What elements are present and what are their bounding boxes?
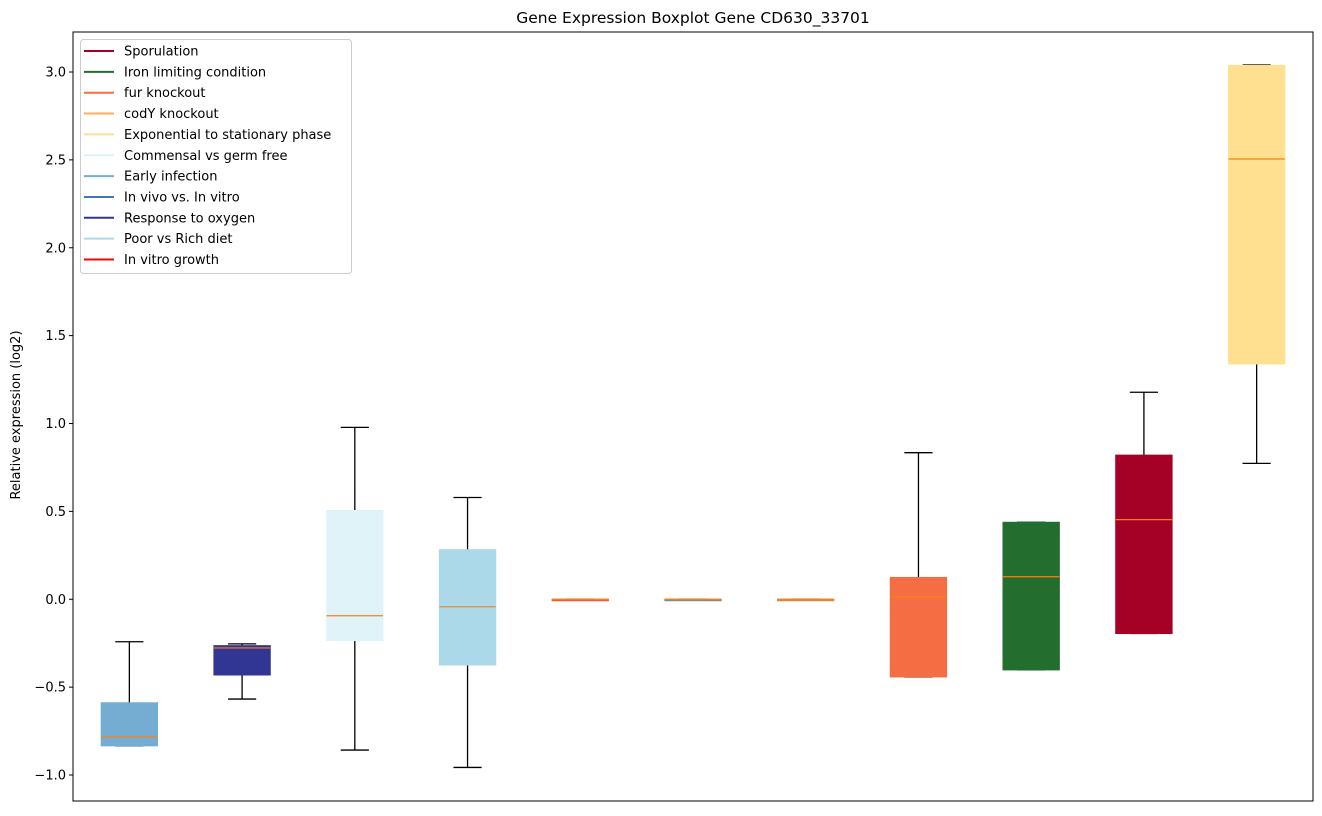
legend-frame <box>80 39 352 274</box>
y-tick-label: 2.0 <box>45 241 66 256</box>
legend-item: Iron limiting condition <box>84 65 266 80</box>
legend-item: In vivo vs. In vitro <box>84 190 240 205</box>
legend-item: Sporulation <box>84 45 199 60</box>
box-commensal-vs-germ-free <box>326 426 384 751</box>
y-tick-label: 1.0 <box>45 417 66 432</box>
box-iqr <box>100 702 159 747</box>
legend-label: fur knockout <box>124 86 206 101</box>
boxes-layer <box>100 64 1286 769</box>
legend-item: codY knockout <box>84 107 219 122</box>
legend-label: Response to oxygen <box>124 211 255 226</box>
y-tick-label: 3.0 <box>45 66 66 81</box>
legend-label: Commensal vs germ free <box>124 149 287 164</box>
box-iqr <box>889 576 948 678</box>
legend-item: Poor vs Rich diet <box>84 232 232 247</box>
y-tick-label: 0.0 <box>45 593 66 608</box>
y-tick-label: −0.5 <box>34 681 66 696</box>
legend-label: In vitro growth <box>124 253 219 268</box>
y-tick-label: 0.5 <box>45 505 66 520</box>
legend-label: Iron limiting condition <box>124 65 266 80</box>
box-iqr <box>1115 454 1173 635</box>
box-response-to-oxygen <box>213 643 271 700</box>
box-cody-knockout <box>777 598 835 602</box>
box-fur-knockout <box>889 452 948 678</box>
chart-title: Gene Expression Boxplot Gene CD630_33701 <box>516 9 870 28</box>
box-exponential-to-stationary-phase <box>1227 64 1286 465</box>
plot-frame <box>72 31 1314 802</box>
box-iqr <box>326 509 384 642</box>
box-iqr <box>213 645 271 676</box>
legend-label: In vivo vs. In vitro <box>124 190 240 205</box>
box-sporulation <box>1115 391 1173 635</box>
legend-item: In vitro growth <box>84 253 219 268</box>
box-iqr <box>1227 64 1286 365</box>
legend-label: Early infection <box>124 170 217 185</box>
legend-item: fur knockout <box>84 86 206 101</box>
box-early-infection <box>100 641 159 747</box>
legend-item: Response to oxygen <box>84 211 255 226</box>
legend-item: Early infection <box>84 170 217 185</box>
legend-label: codY knockout <box>124 107 219 122</box>
y-tick-label: 1.5 <box>45 329 66 344</box>
y-tick-label: 2.5 <box>45 153 66 168</box>
box-in-vitro-growth <box>551 598 609 602</box>
legend: Sporulation Iron limiting condition fur kn… <box>80 39 352 274</box>
legend-item: Exponential to stationary phase <box>84 128 331 143</box>
box-iqr <box>1002 521 1060 671</box>
y-tick-label: −1.0 <box>34 769 66 784</box>
legend-label: Sporulation <box>124 45 199 60</box>
legend-item: Commensal vs germ free <box>84 149 287 164</box>
box-iron-limiting-condition <box>1002 521 1060 671</box>
box-in-vivo-vs-in-vitro <box>664 598 722 602</box>
legend-label: Poor vs Rich diet <box>124 232 232 247</box>
y-axis-label: Relative expression (log2) <box>9 330 24 499</box>
box-poor-vs-rich-diet <box>438 496 497 769</box>
y-axis: −1.0 −0.5 0.0 0.5 1.0 1.5 2.0 2.5 3.0 <box>34 66 73 784</box>
legend-label: Exponential to stationary phase <box>124 128 331 143</box>
